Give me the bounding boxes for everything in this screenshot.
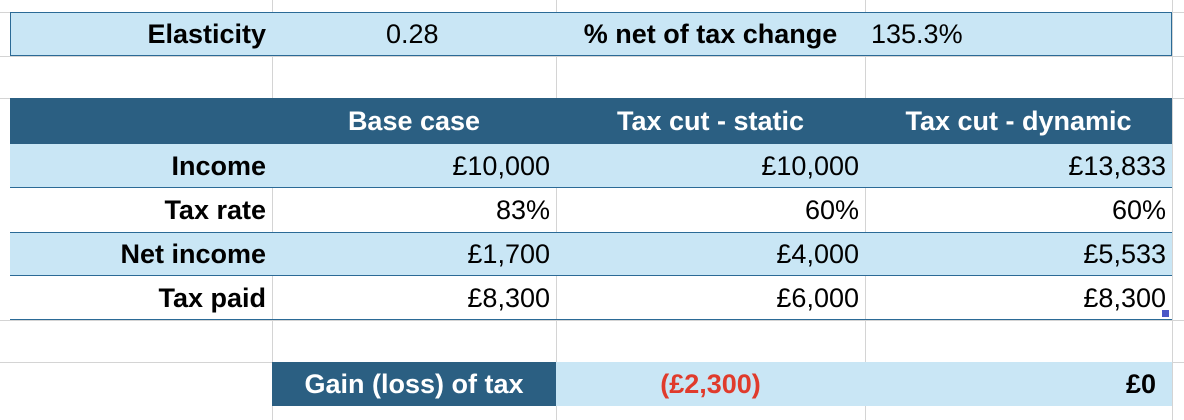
net-change-label: % net of tax change — [583, 18, 838, 49]
gridline-col — [865, 0, 866, 420]
summary-label: Gain (loss) of tax — [272, 362, 556, 406]
gridline-row — [0, 56, 1184, 57]
tax-paid-static[interactable]: £6,000 — [776, 282, 859, 313]
tax-paid-dynamic[interactable]: £8,300 — [1083, 282, 1166, 313]
column-header-base-case: Base case — [347, 105, 481, 136]
income-base-case[interactable]: £10,000 — [452, 150, 550, 181]
elasticity-label: Elasticity — [147, 18, 266, 49]
elasticity-value[interactable]: 0.28 — [386, 18, 439, 49]
income-dynamic[interactable]: £13,833 — [1068, 150, 1166, 181]
row-label-net-income: Net income — [120, 238, 266, 269]
gridline-col — [556, 0, 557, 420]
row-band-tax-paid — [10, 276, 1172, 320]
income-static[interactable]: £10,000 — [761, 150, 859, 181]
column-header-static: Tax cut - static — [616, 105, 805, 136]
row-band-net-income — [10, 232, 1172, 276]
table-header-band — [10, 98, 1172, 144]
net-income-base-case[interactable]: £1,700 — [467, 238, 550, 269]
net-income-dynamic[interactable]: £5,533 — [1083, 238, 1166, 269]
tax-rate-dynamic[interactable]: 60% — [1111, 194, 1166, 225]
tax-paid-base-case[interactable]: £8,300 — [467, 282, 550, 313]
summary-band — [556, 362, 1172, 406]
gridline-row — [0, 320, 1184, 321]
gridline-col — [1172, 0, 1173, 420]
gridline-col — [272, 0, 273, 420]
summary-dynamic-value[interactable]: £0 — [1125, 368, 1156, 399]
row-label-tax-rate: Tax rate — [164, 194, 266, 225]
tax-rate-base-case[interactable]: 83% — [495, 194, 550, 225]
fill-handle[interactable] — [1162, 310, 1169, 317]
row-label-tax-paid: Tax paid — [158, 282, 266, 313]
row-label-income: Income — [171, 150, 266, 181]
parameters-band — [10, 12, 1172, 56]
tax-rate-static[interactable]: 60% — [804, 194, 859, 225]
column-header-dynamic: Tax cut - dynamic — [905, 105, 1132, 136]
net-change-value[interactable]: 135.3% — [871, 18, 963, 49]
summary-static-value[interactable]: (£2,300) — [660, 368, 761, 399]
net-income-static[interactable]: £4,000 — [776, 238, 859, 269]
row-band-income — [10, 144, 1172, 188]
